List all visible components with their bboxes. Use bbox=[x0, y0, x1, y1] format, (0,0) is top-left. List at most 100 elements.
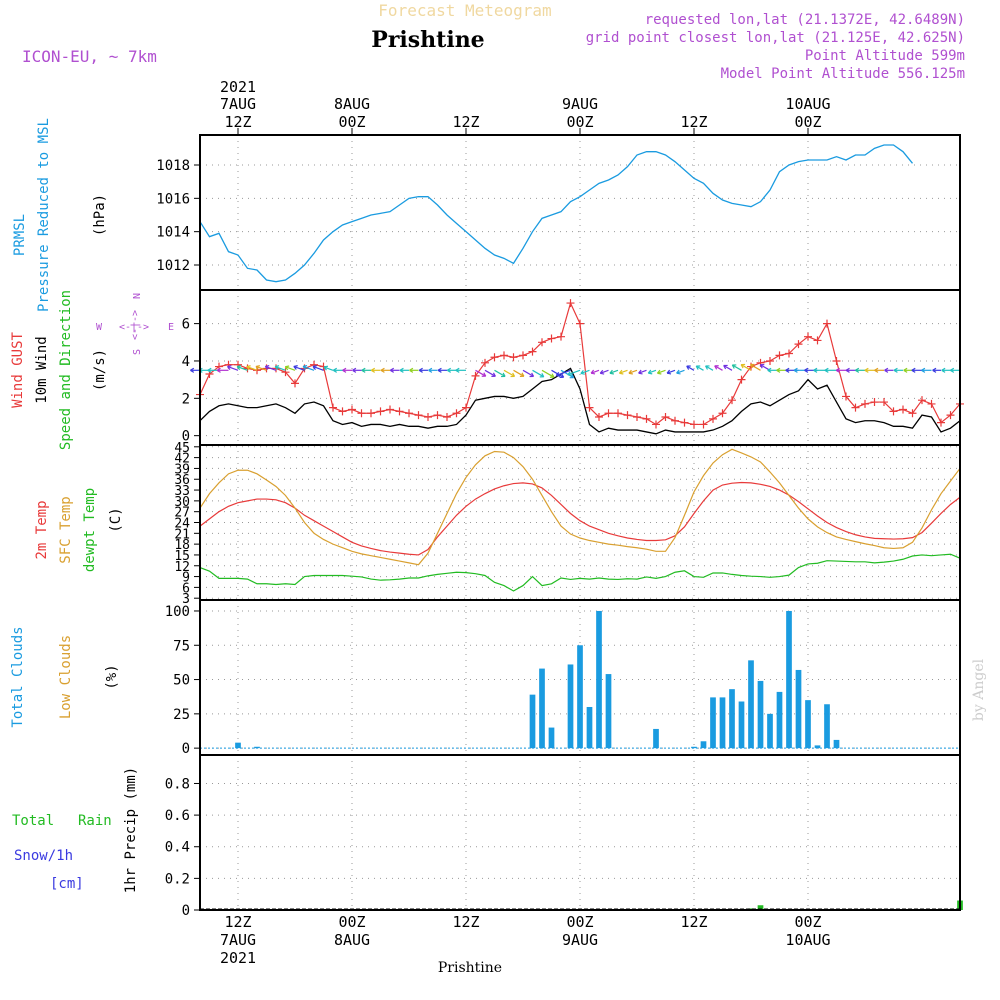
gust-marker bbox=[538, 338, 546, 347]
wind-arrow bbox=[628, 369, 638, 374]
wind-arrow bbox=[705, 365, 714, 371]
panel-4: 0 0.2 0.4 0.6 0.8 bbox=[165, 754, 963, 919]
panel-0: 1012 1014 1016 1018 bbox=[156, 134, 961, 291]
wind-arrow-head bbox=[274, 365, 280, 371]
y-tick-label: 4 bbox=[182, 354, 190, 370]
wind-arrow-head bbox=[190, 367, 195, 373]
wind-arrow bbox=[484, 369, 496, 377]
wind-arrow-head bbox=[824, 367, 829, 373]
wind-arrow bbox=[236, 365, 248, 371]
wind-arrow-head bbox=[884, 367, 889, 373]
wind-arrow bbox=[714, 365, 723, 371]
wind-arrow bbox=[723, 364, 733, 371]
y-tick-label: 6 bbox=[182, 317, 190, 333]
cloud-bar bbox=[814, 745, 821, 749]
panel-frame bbox=[199, 754, 961, 911]
gust-marker bbox=[623, 411, 632, 420]
time-label: 00Z bbox=[794, 913, 821, 931]
wind-arrow-head bbox=[911, 367, 916, 373]
sfc-line bbox=[199, 448, 961, 566]
time-label: 12Z bbox=[224, 913, 251, 931]
gust-marker bbox=[642, 414, 651, 423]
bottom-location: Prishtine bbox=[438, 960, 502, 976]
cloud-bar bbox=[757, 680, 764, 749]
gust-marker bbox=[395, 407, 404, 416]
wind-arrow-head bbox=[804, 367, 809, 373]
y-tick-label: 2 bbox=[182, 391, 190, 407]
y-tick-label: 3 bbox=[182, 592, 190, 607]
wind-arrow-head bbox=[510, 372, 516, 378]
gust-marker bbox=[595, 412, 603, 421]
wind-arrow bbox=[676, 369, 685, 374]
time-label: 7AUG bbox=[220, 931, 256, 949]
requested-coords: requested lon,lat (21.1372E, 42.6489N) bbox=[645, 12, 965, 28]
sfc-label: SFC Temp bbox=[58, 496, 74, 563]
gust-marker bbox=[671, 416, 679, 425]
wind-arrow-head bbox=[399, 367, 404, 373]
cloud-bar bbox=[729, 689, 735, 749]
gust-marker bbox=[918, 396, 926, 405]
gust-marker bbox=[414, 411, 423, 420]
gust-marker bbox=[680, 418, 689, 427]
dew-line bbox=[199, 553, 961, 592]
cloud-bar bbox=[586, 706, 593, 749]
wind-arrow-head bbox=[932, 367, 937, 373]
time-label: 10AUG bbox=[785, 95, 830, 113]
rain-label-1: Total bbox=[12, 813, 54, 829]
y-tick-label: 6 bbox=[182, 581, 190, 596]
y-tick-label: 30 bbox=[174, 495, 190, 510]
time-label: 8AUG bbox=[334, 95, 370, 113]
precip-unit: 1hr Precip (mm) bbox=[123, 767, 139, 893]
wind-arrow-head bbox=[666, 369, 672, 375]
gust-marker bbox=[880, 398, 888, 407]
wind-arrow-head bbox=[941, 367, 946, 373]
panel-frame bbox=[199, 134, 961, 291]
wind-arrow bbox=[285, 366, 296, 371]
snow-label: Snow/1h bbox=[14, 848, 73, 864]
cloud-bar bbox=[596, 610, 602, 749]
wind-arrow-head bbox=[676, 369, 681, 375]
wind-arrow-head bbox=[323, 365, 329, 371]
cloud-bar bbox=[767, 713, 773, 749]
wind-arrow bbox=[732, 364, 742, 371]
wind-arrow-head bbox=[501, 372, 506, 378]
wind-arrow-head bbox=[549, 373, 555, 378]
y-tick-label: 15 bbox=[174, 549, 190, 564]
gust-marker bbox=[281, 368, 290, 377]
time-label: 9AUG bbox=[562, 931, 598, 949]
wind-arrow bbox=[522, 369, 534, 377]
wind-arrow-head bbox=[686, 365, 691, 370]
gust-marker bbox=[832, 356, 841, 365]
cloud-bar bbox=[577, 645, 583, 749]
gust-marker bbox=[367, 409, 375, 418]
cloud-bar bbox=[700, 741, 707, 749]
cloud-bar bbox=[605, 674, 612, 749]
gust-marker bbox=[490, 353, 499, 362]
y-tick-label: 0 bbox=[182, 741, 190, 757]
time-label: 00Z bbox=[566, 113, 593, 131]
wind-arrow-head bbox=[481, 372, 487, 377]
model-name: ICON-EU, ~ 7km bbox=[22, 47, 157, 66]
gust-marker bbox=[405, 409, 413, 418]
gust-marker bbox=[471, 371, 480, 380]
cloud-bar bbox=[795, 669, 802, 749]
wind-arrow-head bbox=[559, 373, 565, 378]
gust-marker bbox=[357, 409, 366, 418]
y-tick-label: 0 bbox=[182, 903, 190, 919]
t2m-label: 2m Temp bbox=[34, 500, 50, 559]
wind-arrow-head bbox=[785, 367, 790, 373]
wind-arrow-head bbox=[855, 367, 860, 373]
wind-arrow-head bbox=[207, 367, 212, 373]
compass-e: E bbox=[168, 322, 174, 333]
gust-marker bbox=[547, 334, 556, 343]
wind-arrow bbox=[302, 365, 315, 371]
gust-marker bbox=[566, 299, 575, 308]
wind-arrow-head bbox=[312, 365, 318, 370]
dir-label: Speed and Direction bbox=[58, 290, 74, 450]
y-tick-label: 12 bbox=[174, 560, 190, 575]
y-tick-label: 0.2 bbox=[165, 871, 190, 887]
wind-arrow-head bbox=[874, 367, 879, 373]
gust-marker bbox=[376, 407, 385, 416]
